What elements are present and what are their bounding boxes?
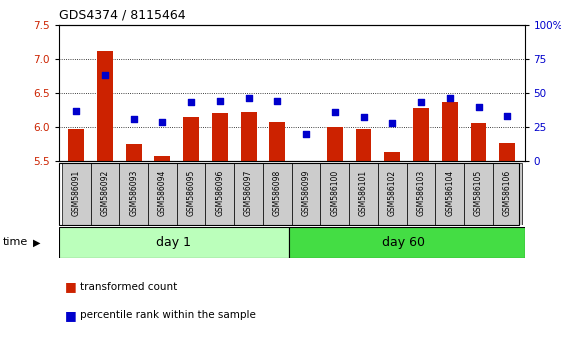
Text: GSM586104: GSM586104: [445, 170, 454, 216]
Bar: [471, 123, 486, 161]
Text: GSM586095: GSM586095: [187, 169, 196, 216]
Point: [72, 108, 81, 114]
Bar: [413, 108, 429, 161]
Point: [359, 115, 368, 120]
Bar: [183, 117, 199, 161]
Bar: [263, 163, 292, 225]
Bar: [499, 143, 515, 161]
Text: GSM586098: GSM586098: [273, 170, 282, 216]
Text: ▶: ▶: [33, 238, 40, 247]
Text: GSM586099: GSM586099: [302, 169, 311, 216]
Text: transformed count: transformed count: [80, 282, 177, 292]
Bar: [90, 163, 119, 225]
Point: [445, 96, 454, 101]
Text: GSM586105: GSM586105: [474, 170, 483, 216]
Bar: [378, 163, 407, 225]
Text: GSM586103: GSM586103: [417, 170, 426, 216]
Bar: [148, 163, 177, 225]
Point: [187, 99, 196, 105]
Text: ■: ■: [65, 280, 76, 293]
Point: [388, 120, 397, 126]
Point: [244, 96, 253, 101]
Bar: [384, 152, 400, 161]
Text: GSM586101: GSM586101: [359, 170, 368, 216]
Text: GSM586102: GSM586102: [388, 170, 397, 216]
Text: percentile rank within the sample: percentile rank within the sample: [80, 310, 256, 320]
Text: GSM586092: GSM586092: [100, 170, 109, 216]
Bar: [212, 113, 228, 161]
Point: [215, 98, 224, 104]
Bar: [356, 129, 371, 161]
Bar: [464, 163, 493, 225]
Text: day 60: day 60: [382, 236, 425, 249]
Point: [503, 113, 512, 119]
Bar: [177, 163, 205, 225]
Bar: [349, 163, 378, 225]
Text: GSM586097: GSM586097: [244, 169, 253, 216]
Point: [273, 98, 282, 104]
Bar: [62, 163, 90, 225]
Text: GSM586094: GSM586094: [158, 169, 167, 216]
Bar: [126, 144, 141, 161]
Point: [417, 99, 426, 105]
Bar: [154, 156, 171, 161]
Point: [158, 119, 167, 124]
Text: time: time: [3, 238, 28, 247]
Bar: [493, 163, 522, 225]
Bar: [269, 121, 285, 161]
Bar: [68, 129, 84, 161]
Bar: [234, 163, 263, 225]
Bar: [205, 163, 234, 225]
Text: GDS4374 / 8115464: GDS4374 / 8115464: [59, 9, 186, 22]
Point: [474, 104, 483, 109]
Bar: [241, 112, 256, 161]
Text: day 1: day 1: [157, 236, 191, 249]
Bar: [289, 227, 525, 258]
Bar: [119, 163, 148, 225]
Text: GSM586091: GSM586091: [72, 170, 81, 216]
Bar: [292, 163, 320, 225]
Bar: [327, 127, 343, 161]
Bar: [97, 51, 113, 161]
Text: GSM586100: GSM586100: [330, 170, 339, 216]
Bar: [298, 161, 314, 162]
Text: GSM586106: GSM586106: [503, 170, 512, 216]
Text: ■: ■: [65, 309, 76, 321]
Bar: [442, 102, 458, 161]
Bar: [59, 227, 289, 258]
Bar: [435, 163, 464, 225]
Point: [330, 109, 339, 115]
Point: [100, 72, 109, 78]
Text: GSM586096: GSM586096: [215, 169, 224, 216]
Text: GSM586093: GSM586093: [129, 169, 138, 216]
Bar: [407, 163, 435, 225]
Point: [302, 131, 311, 137]
Point: [129, 116, 138, 122]
Bar: [320, 163, 349, 225]
